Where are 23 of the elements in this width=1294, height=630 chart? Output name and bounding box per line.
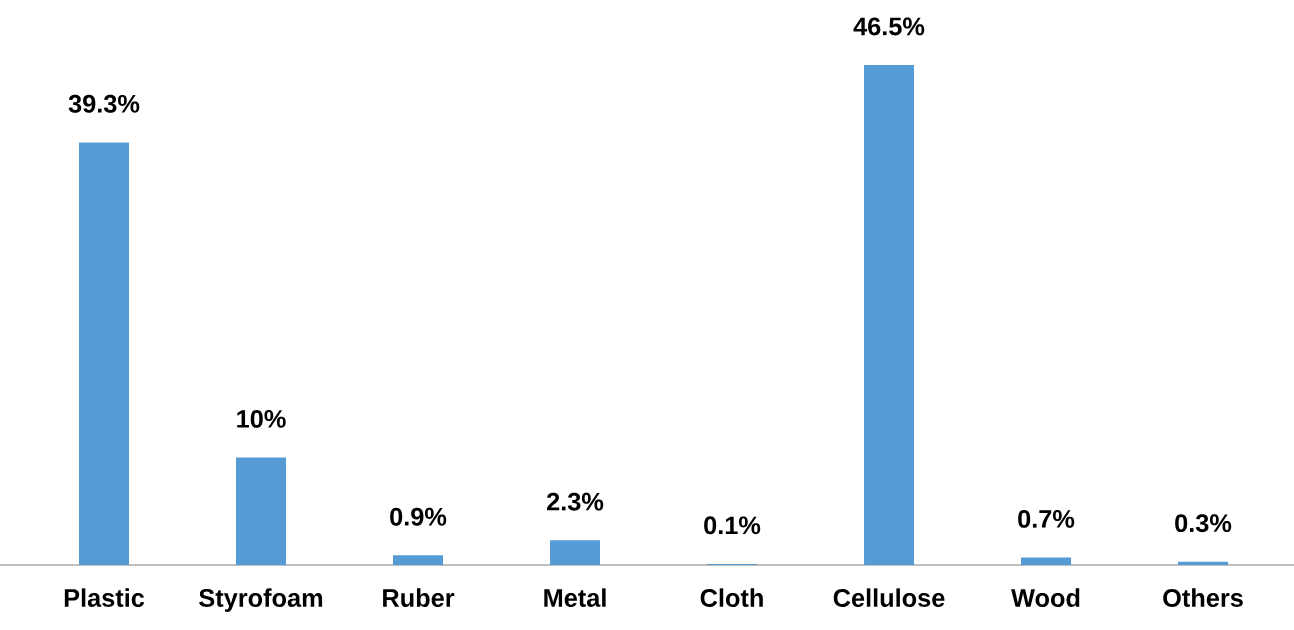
- data-label: 10%: [237, 409, 286, 428]
- x-tick-label: Cloth: [700, 588, 763, 607]
- x-tick-label: Metal: [544, 588, 606, 607]
- data-label: 39.3%: [68, 94, 140, 113]
- x-tick-label: Wood: [1011, 588, 1080, 607]
- data-label: 0.1%: [704, 516, 761, 535]
- data-label: 2.3%: [547, 492, 604, 511]
- data-label: 0.7%: [1018, 509, 1075, 528]
- x-tick-label: Ruber: [383, 588, 455, 607]
- x-tick-label: Cellulose: [833, 588, 945, 607]
- data-label: 0.3%: [1175, 514, 1232, 533]
- bar: [393, 555, 444, 565]
- bar: [864, 64, 915, 565]
- bar: [1178, 561, 1229, 565]
- bar: [79, 142, 130, 565]
- bar: [1021, 557, 1072, 565]
- x-tick-label: Others: [1163, 588, 1243, 607]
- x-tick-label: Plastic: [64, 588, 145, 607]
- data-label: 0.9%: [390, 507, 447, 526]
- bar: [236, 457, 287, 565]
- bar: [550, 540, 601, 565]
- x-tick-label: Styrofoam: [199, 588, 323, 612]
- data-label: 46.5%: [853, 17, 925, 36]
